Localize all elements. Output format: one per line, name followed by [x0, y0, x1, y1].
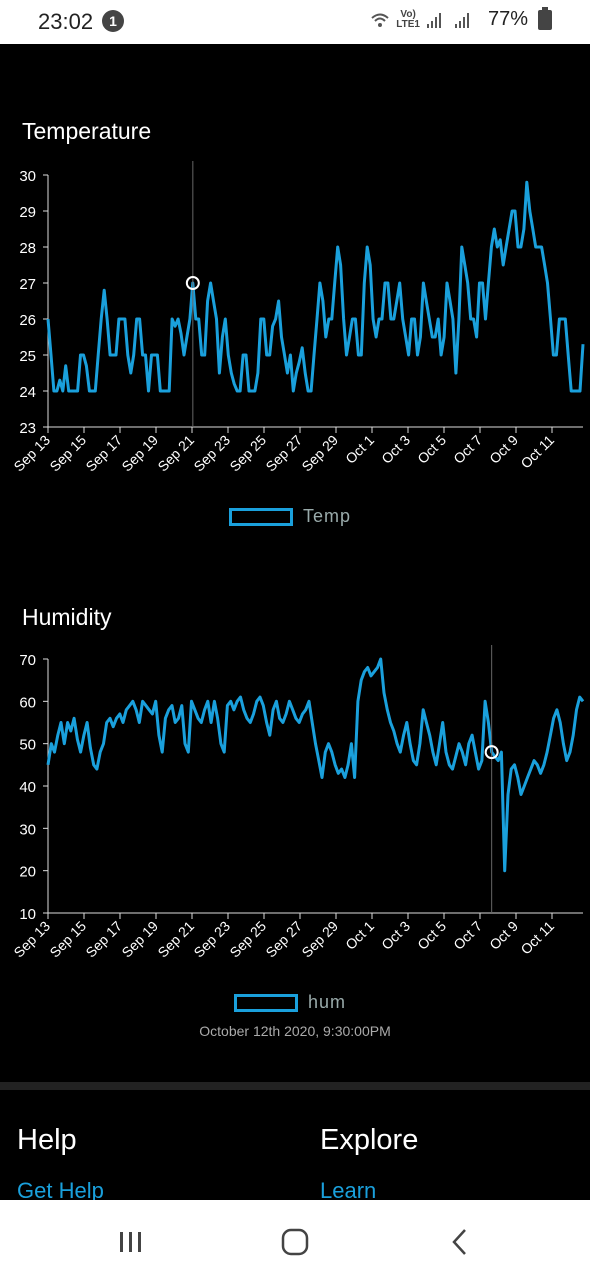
- y-tick-label: 24: [19, 384, 36, 401]
- x-tick-label: Oct 5: [414, 432, 449, 467]
- x-tick-label: Sep 17: [82, 918, 125, 961]
- x-tick-label: Sep 13: [10, 432, 53, 475]
- x-tick-label: Sep 15: [46, 432, 89, 475]
- y-tick-label: 60: [19, 694, 36, 711]
- clock: 23:02: [38, 9, 94, 34]
- series-line-temp: [46, 180, 585, 393]
- y-tick-label: 20: [19, 864, 36, 881]
- x-tick-label: Sep 23: [190, 432, 233, 475]
- recents-icon: [120, 1232, 141, 1252]
- humidity-legend[interactable]: hum: [234, 992, 346, 1013]
- y-tick-label: 27: [19, 276, 36, 293]
- y-tick-label: 10: [19, 906, 36, 923]
- home-button[interactable]: [275, 1222, 315, 1262]
- help-heading: Help: [17, 1124, 77, 1156]
- signal-icon: [454, 12, 469, 28]
- wifi-icon: [371, 13, 389, 27]
- recents-button[interactable]: [111, 1222, 151, 1262]
- y-tick-label: 40: [19, 779, 36, 796]
- x-tick-label: Oct 3: [378, 432, 413, 467]
- x-tick-label: Oct 7: [450, 918, 485, 953]
- status-bar: 23:02 1 Vo) LTE1 77%: [0, 0, 590, 44]
- x-tick-label: Sep 27: [262, 432, 305, 475]
- x-tick-label: Sep 19: [118, 918, 161, 961]
- hover-timestamp: October 12th 2020, 9:30:00PM: [199, 1023, 391, 1039]
- section-divider: [0, 1082, 590, 1090]
- x-tick-label: Sep 25: [226, 918, 269, 961]
- x-tick-label: Oct 9: [486, 432, 521, 467]
- back-icon: [452, 1229, 466, 1255]
- legend-swatch-temp: [229, 507, 293, 526]
- y-tick-label: 26: [19, 312, 36, 329]
- y-tick-label: 30: [19, 168, 36, 185]
- network-type-indicator: Vo) LTE1: [396, 8, 420, 30]
- x-tick-label: Sep 27: [262, 918, 305, 961]
- y-tick-label: 50: [19, 737, 36, 754]
- hover-point[interactable]: [185, 276, 200, 290]
- x-tick-label: Oct 7: [450, 432, 485, 467]
- x-tick-label: Oct 11: [517, 918, 557, 958]
- temperature-legend[interactable]: Temp: [229, 506, 351, 527]
- humidity-title: Humidity: [22, 604, 112, 630]
- status-icons: Vo) LTE1 77%: [370, 6, 552, 31]
- x-tick-label: Sep 17: [82, 432, 125, 475]
- series-line-hum: [46, 657, 585, 873]
- x-tick-label: Oct 1: [342, 432, 377, 467]
- battery-icon: [538, 6, 552, 30]
- legend-swatch-hum: [234, 993, 298, 1012]
- x-tick-label: Sep 23: [190, 918, 233, 961]
- back-button[interactable]: [440, 1222, 480, 1262]
- y-tick-label: 25: [19, 348, 36, 365]
- x-tick-label: Oct 5: [414, 918, 449, 953]
- y-tick-label: 28: [19, 240, 36, 257]
- x-tick-label: Oct 11: [517, 432, 557, 472]
- x-tick-label: Oct 1: [342, 918, 377, 953]
- x-tick-label: Oct 3: [378, 918, 413, 953]
- signal-icon: [426, 12, 441, 28]
- notification-badge: 1: [102, 10, 124, 32]
- navigation-bar: [0, 1200, 590, 1280]
- battery-percentage: 77%: [487, 8, 528, 30]
- x-tick-label: Sep 13: [10, 918, 53, 961]
- x-tick-label: Sep 21: [154, 918, 197, 961]
- home-icon: [281, 1228, 309, 1256]
- hover-point[interactable]: [484, 745, 499, 760]
- get-help-link[interactable]: Get Help: [17, 1178, 104, 1203]
- y-tick-label: 30: [19, 821, 36, 838]
- y-tick-label: 23: [19, 420, 36, 437]
- x-tick-label: Sep 25: [226, 432, 269, 475]
- legend-label-temp: Temp: [303, 506, 352, 526]
- x-tick-label: Sep 15: [46, 918, 89, 961]
- temperature-title: Temperature: [22, 118, 152, 144]
- explore-heading: Explore: [320, 1124, 419, 1156]
- x-tick-label: Sep 19: [118, 432, 161, 475]
- y-tick-label: 70: [19, 652, 36, 669]
- x-tick-label: Sep 29: [298, 432, 341, 475]
- x-tick-label: Sep 21: [154, 432, 197, 475]
- x-tick-label: Oct 9: [486, 918, 521, 953]
- y-tick-label: 29: [19, 204, 36, 221]
- learn-link[interactable]: Learn: [320, 1178, 377, 1203]
- legend-label-hum: hum: [308, 992, 347, 1012]
- x-tick-label: Sep 29: [298, 918, 341, 961]
